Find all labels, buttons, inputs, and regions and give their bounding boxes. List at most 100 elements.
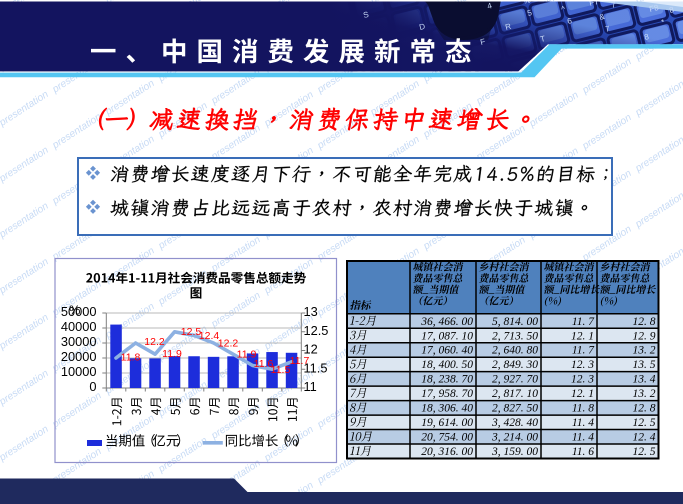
svg-text:F7: F7 [588,0,600,8]
svg-text:17, 958. 70: 17, 958. 70 [421,388,473,400]
svg-text:7: 7 [604,24,611,34]
svg-text:presentation: presentation [580,56,634,96]
svg-text:12. 8: 12. 8 [633,316,656,328]
svg-text:F: F [479,37,486,47]
svg-text:presentation: presentation [0,256,51,296]
svg-text:13: 13 [304,304,318,319]
svg-text:11. 4: 11. 4 [572,417,594,429]
svg-text:12.5: 12.5 [304,323,329,338]
svg-text:11.5: 11.5 [304,360,328,375]
svg-text:36, 466. 00: 36, 466. 00 [420,316,473,328]
svg-text:presentation: presentation [527,90,581,130]
svg-text:11.6: 11.6 [254,358,274,370]
svg-text:presentation: presentation [0,312,51,352]
svg-text:12: 12 [304,342,318,357]
svg-text:presentation: presentation [0,145,51,185]
svg-text:40000: 40000 [61,319,97,334]
svg-text:^: ^ [560,4,566,14]
svg-text:presentation: presentation [633,79,683,119]
svg-text:11.9: 11.9 [237,349,257,361]
svg-text:20000: 20000 [61,349,97,364]
svg-text:presentation: presentation [633,190,683,230]
svg-text:20, 754. 00: 20, 754. 00 [421,432,473,444]
svg-text:presentation: presentation [103,78,157,118]
svg-text:10000: 10000 [61,364,97,379]
svg-text:13. 2: 13. 2 [633,345,656,357]
svg-text:11. 7: 11. 7 [572,345,595,357]
svg-text:presentation: presentation [50,111,104,151]
svg-text:12. 1: 12. 1 [571,388,594,400]
svg-text:8: 8 [668,5,675,15]
svg-text:presentation: presentation [0,424,51,464]
svg-text:presentation: presentation [209,402,263,442]
svg-text:12.2: 12.2 [144,336,165,348]
svg-text:presentation: presentation [209,234,263,274]
svg-text:presentation: presentation [0,368,51,408]
svg-text:3, 159. 00: 3, 159. 00 [491,446,538,458]
svg-text:18, 306. 40: 18, 306. 40 [421,403,473,415]
svg-text:12. 5: 12. 5 [633,417,656,429]
svg-text:8: 8 [643,32,650,42]
svg-text:2, 713. 50: 2, 713. 50 [492,330,538,342]
svg-text:11. 4: 11. 4 [572,432,594,444]
svg-text:6: 6 [566,16,573,26]
svg-text:20, 316. 00: 20, 316. 00 [421,446,473,458]
svg-text:2, 827. 50: 2, 827. 50 [492,403,538,415]
svg-text:S: S [362,10,369,20]
svg-text:presentation: presentation [209,290,263,330]
svg-text:presentation: presentation [156,435,210,475]
svg-text:12.4: 12.4 [199,330,220,342]
svg-text:T: T [539,34,546,44]
svg-text:4: 4 [486,1,493,11]
svg-text:presentation: presentation [0,200,51,240]
svg-text:17, 060. 40: 17, 060. 40 [421,345,473,357]
svg-text:presentation: presentation [262,424,316,464]
svg-text:11. 7: 11. 7 [572,316,595,328]
svg-text:11. 6: 11. 6 [572,446,594,458]
svg-text:11.9: 11.9 [162,348,182,360]
svg-text:5: 5 [526,8,533,18]
svg-text:18, 400. 50: 18, 400. 50 [421,359,473,371]
svg-text:50000: 50000 [61,304,97,319]
svg-text:*: * [660,17,665,26]
svg-text:12. 3: 12. 3 [571,374,594,386]
svg-text:13. 4: 13. 4 [633,374,656,386]
svg-text:17, 087. 10: 17, 087. 10 [421,330,473,342]
svg-text:2, 640. 80: 2, 640. 80 [492,345,538,357]
svg-text:0: 0 [89,379,96,394]
svg-text:3, 428. 40: 3, 428. 40 [491,417,538,429]
svg-text:12. 9: 12. 9 [633,330,656,342]
svg-text:18, 238. 70: 18, 238. 70 [421,374,473,386]
svg-text:R: R [504,22,512,32]
svg-text:3, 214. 00: 3, 214. 00 [491,432,538,444]
svg-text:7: 7 [610,0,617,10]
svg-text:11.5: 11.5 [271,364,291,376]
svg-text:11.8: 11.8 [121,352,141,364]
svg-text:presentation: presentation [421,101,475,141]
svg-text:11: 11 [304,379,317,394]
svg-text:presentation: presentation [580,112,634,152]
svg-text:19, 614. 00: 19, 614. 00 [421,417,473,429]
svg-text:presentation: presentation [50,390,104,430]
svg-text:12. 4: 12. 4 [633,432,656,444]
svg-text:12. 1: 12. 1 [571,330,594,342]
svg-text:presentation: presentation [0,89,51,129]
svg-text:12. 5: 12. 5 [633,446,656,458]
svg-text:F8: F8 [648,3,660,14]
svg-text:presentation: presentation [633,134,683,174]
svg-text:13. 2: 13. 2 [633,388,656,400]
svg-text:2, 927. 70: 2, 927. 70 [492,374,538,386]
svg-text:%: % [69,303,80,318]
svg-text:presentation: presentation [103,413,157,453]
svg-text:5, 814. 00: 5, 814. 00 [492,316,538,328]
svg-text:30000: 30000 [61,334,97,349]
svg-text:2, 817. 10: 2, 817. 10 [492,388,538,400]
svg-text:2, 849. 30: 2, 849. 30 [492,359,538,371]
svg-text:12. 8: 12. 8 [633,403,656,415]
svg-text:12.2: 12.2 [218,338,239,350]
svg-text:%: % [522,0,531,6]
svg-text:presentation: presentation [156,379,210,419]
svg-text:&: & [598,12,606,22]
svg-text:11.7: 11.7 [290,355,310,367]
svg-text:11. 8: 11. 8 [572,403,594,415]
